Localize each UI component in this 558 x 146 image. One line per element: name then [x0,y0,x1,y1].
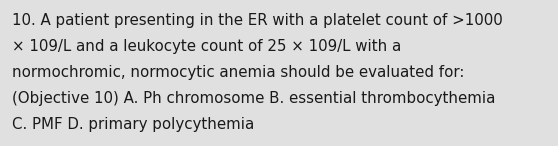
Text: 10. A patient presenting in the ER with a platelet count of >1000: 10. A patient presenting in the ER with … [12,13,503,28]
Text: C. PMF D. primary polycythemia: C. PMF D. primary polycythemia [12,117,254,132]
Text: × 109/L and a leukocyte count of 25 × 109/L with a: × 109/L and a leukocyte count of 25 × 10… [12,39,402,54]
Text: (Objective 10) A. Ph chromosome B. essential thrombocythemia: (Objective 10) A. Ph chromosome B. essen… [12,91,496,106]
Text: normochromic, normocytic anemia should be evaluated for:: normochromic, normocytic anemia should b… [12,65,465,80]
